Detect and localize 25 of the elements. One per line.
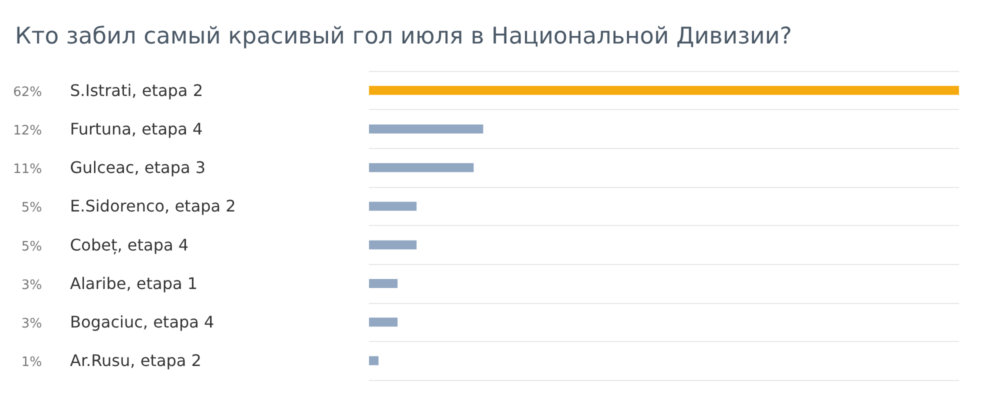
y-tick-label: Furtuna, etapa 4: [70, 119, 203, 138]
data-label: 62%: [13, 84, 42, 100]
y-tick-label: Alaribe, etapa 1: [70, 274, 198, 293]
bar: [369, 86, 959, 95]
bar: [369, 124, 484, 134]
data-label: 12%: [13, 123, 42, 138]
y-tick-label: Gulceac, etapa 3: [70, 158, 206, 178]
data-label: 5%: [21, 239, 42, 254]
y-tick-label: Cobeț, etapa 4: [70, 235, 189, 254]
data-label: 1%: [21, 355, 42, 370]
y-tick-label: S.Istrati, etapa 2: [70, 80, 203, 100]
data-label: 5%: [21, 200, 42, 216]
y-tick-label: Bogaciuc, etapa 4: [70, 312, 214, 332]
data-label: 3%: [21, 278, 42, 293]
data-label: 3%: [21, 316, 42, 332]
data-label: 11%: [13, 162, 42, 178]
bar: [369, 240, 417, 250]
y-tick-label: Ar.Rusu, etapa 2: [70, 351, 202, 370]
bar: [369, 163, 474, 172]
y-tick-label: E.Sidorenco, etapa 2: [70, 196, 236, 216]
bar: [369, 202, 417, 211]
bar: [369, 356, 379, 366]
bar: [369, 278, 398, 288]
bar: [369, 318, 398, 327]
chart-title: Кто забил самый красивый гол июля в Национальной Дивизии?: [15, 24, 792, 50]
